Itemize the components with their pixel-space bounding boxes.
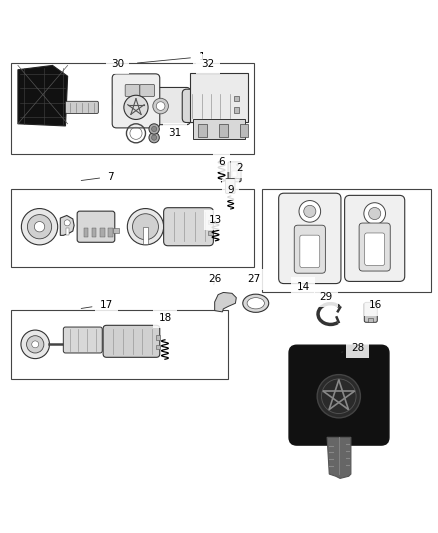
Circle shape [64,220,70,226]
Bar [113,229,119,233]
Text: 1: 1 [138,52,205,63]
Text: 16: 16 [369,301,382,310]
Circle shape [369,207,381,220]
Text: 27: 27 [247,274,260,285]
Circle shape [304,205,316,217]
FancyBboxPatch shape [103,325,160,357]
Polygon shape [60,215,74,236]
Bar [92,228,96,237]
Text: 26: 26 [208,274,221,285]
Bar [193,119,245,139]
FancyBboxPatch shape [228,162,241,182]
Bar [240,124,248,137]
Bar [234,96,239,101]
FancyBboxPatch shape [190,73,248,123]
Bar [156,335,160,340]
Polygon shape [215,293,236,312]
Bar [156,345,160,349]
Text: 29: 29 [320,292,333,302]
Bar [11,63,254,154]
FancyBboxPatch shape [112,74,160,128]
Bar [208,231,212,235]
Circle shape [149,132,159,143]
FancyBboxPatch shape [365,233,385,265]
Circle shape [113,89,139,115]
Text: 6: 6 [218,157,225,167]
Polygon shape [18,66,67,126]
Text: 17: 17 [81,300,113,310]
Bar [143,227,148,244]
Circle shape [21,330,49,359]
Bar [100,228,105,237]
Bar [66,228,68,236]
Ellipse shape [247,297,265,309]
Bar [140,109,145,114]
Polygon shape [327,437,351,479]
Ellipse shape [243,294,269,312]
Circle shape [153,98,168,114]
FancyBboxPatch shape [289,345,389,445]
Text: 14: 14 [297,282,310,292]
FancyBboxPatch shape [125,84,140,96]
Circle shape [152,135,157,140]
FancyBboxPatch shape [164,208,213,246]
Circle shape [127,208,164,245]
FancyBboxPatch shape [140,84,155,96]
Text: 31: 31 [168,128,181,138]
Text: 9: 9 [227,184,234,195]
FancyBboxPatch shape [182,89,240,123]
Text: 30: 30 [111,59,124,69]
Bar [198,124,207,137]
Circle shape [21,208,58,245]
Circle shape [149,124,159,134]
Circle shape [156,102,165,110]
Bar [108,228,113,237]
FancyBboxPatch shape [345,196,405,281]
Bar [11,310,228,379]
FancyBboxPatch shape [146,87,190,125]
FancyBboxPatch shape [66,101,99,114]
Text: 7: 7 [81,172,114,182]
Circle shape [364,203,385,224]
FancyBboxPatch shape [77,211,115,243]
Bar [84,228,88,237]
Circle shape [133,214,159,240]
FancyBboxPatch shape [226,179,235,193]
Text: 13: 13 [209,215,222,225]
FancyBboxPatch shape [294,225,325,273]
Text: 32: 32 [201,59,215,69]
Circle shape [152,126,157,132]
Circle shape [32,341,39,348]
Bar [219,124,228,137]
FancyBboxPatch shape [279,193,341,284]
Bar [140,99,145,107]
Bar [208,220,212,224]
Circle shape [28,215,52,239]
FancyBboxPatch shape [359,223,390,271]
Circle shape [317,375,360,418]
Circle shape [299,200,321,222]
Circle shape [27,336,44,353]
Text: 18: 18 [158,312,172,322]
FancyBboxPatch shape [300,235,320,268]
Bar [262,189,431,293]
Bar [368,318,373,322]
Bar [11,189,254,266]
Text: 28: 28 [342,343,364,353]
FancyBboxPatch shape [64,327,102,353]
Text: 2: 2 [236,163,243,173]
Circle shape [117,93,134,111]
Bar [234,107,239,112]
FancyBboxPatch shape [364,302,377,322]
Circle shape [34,222,45,232]
Bar [233,172,237,176]
Circle shape [124,95,148,119]
